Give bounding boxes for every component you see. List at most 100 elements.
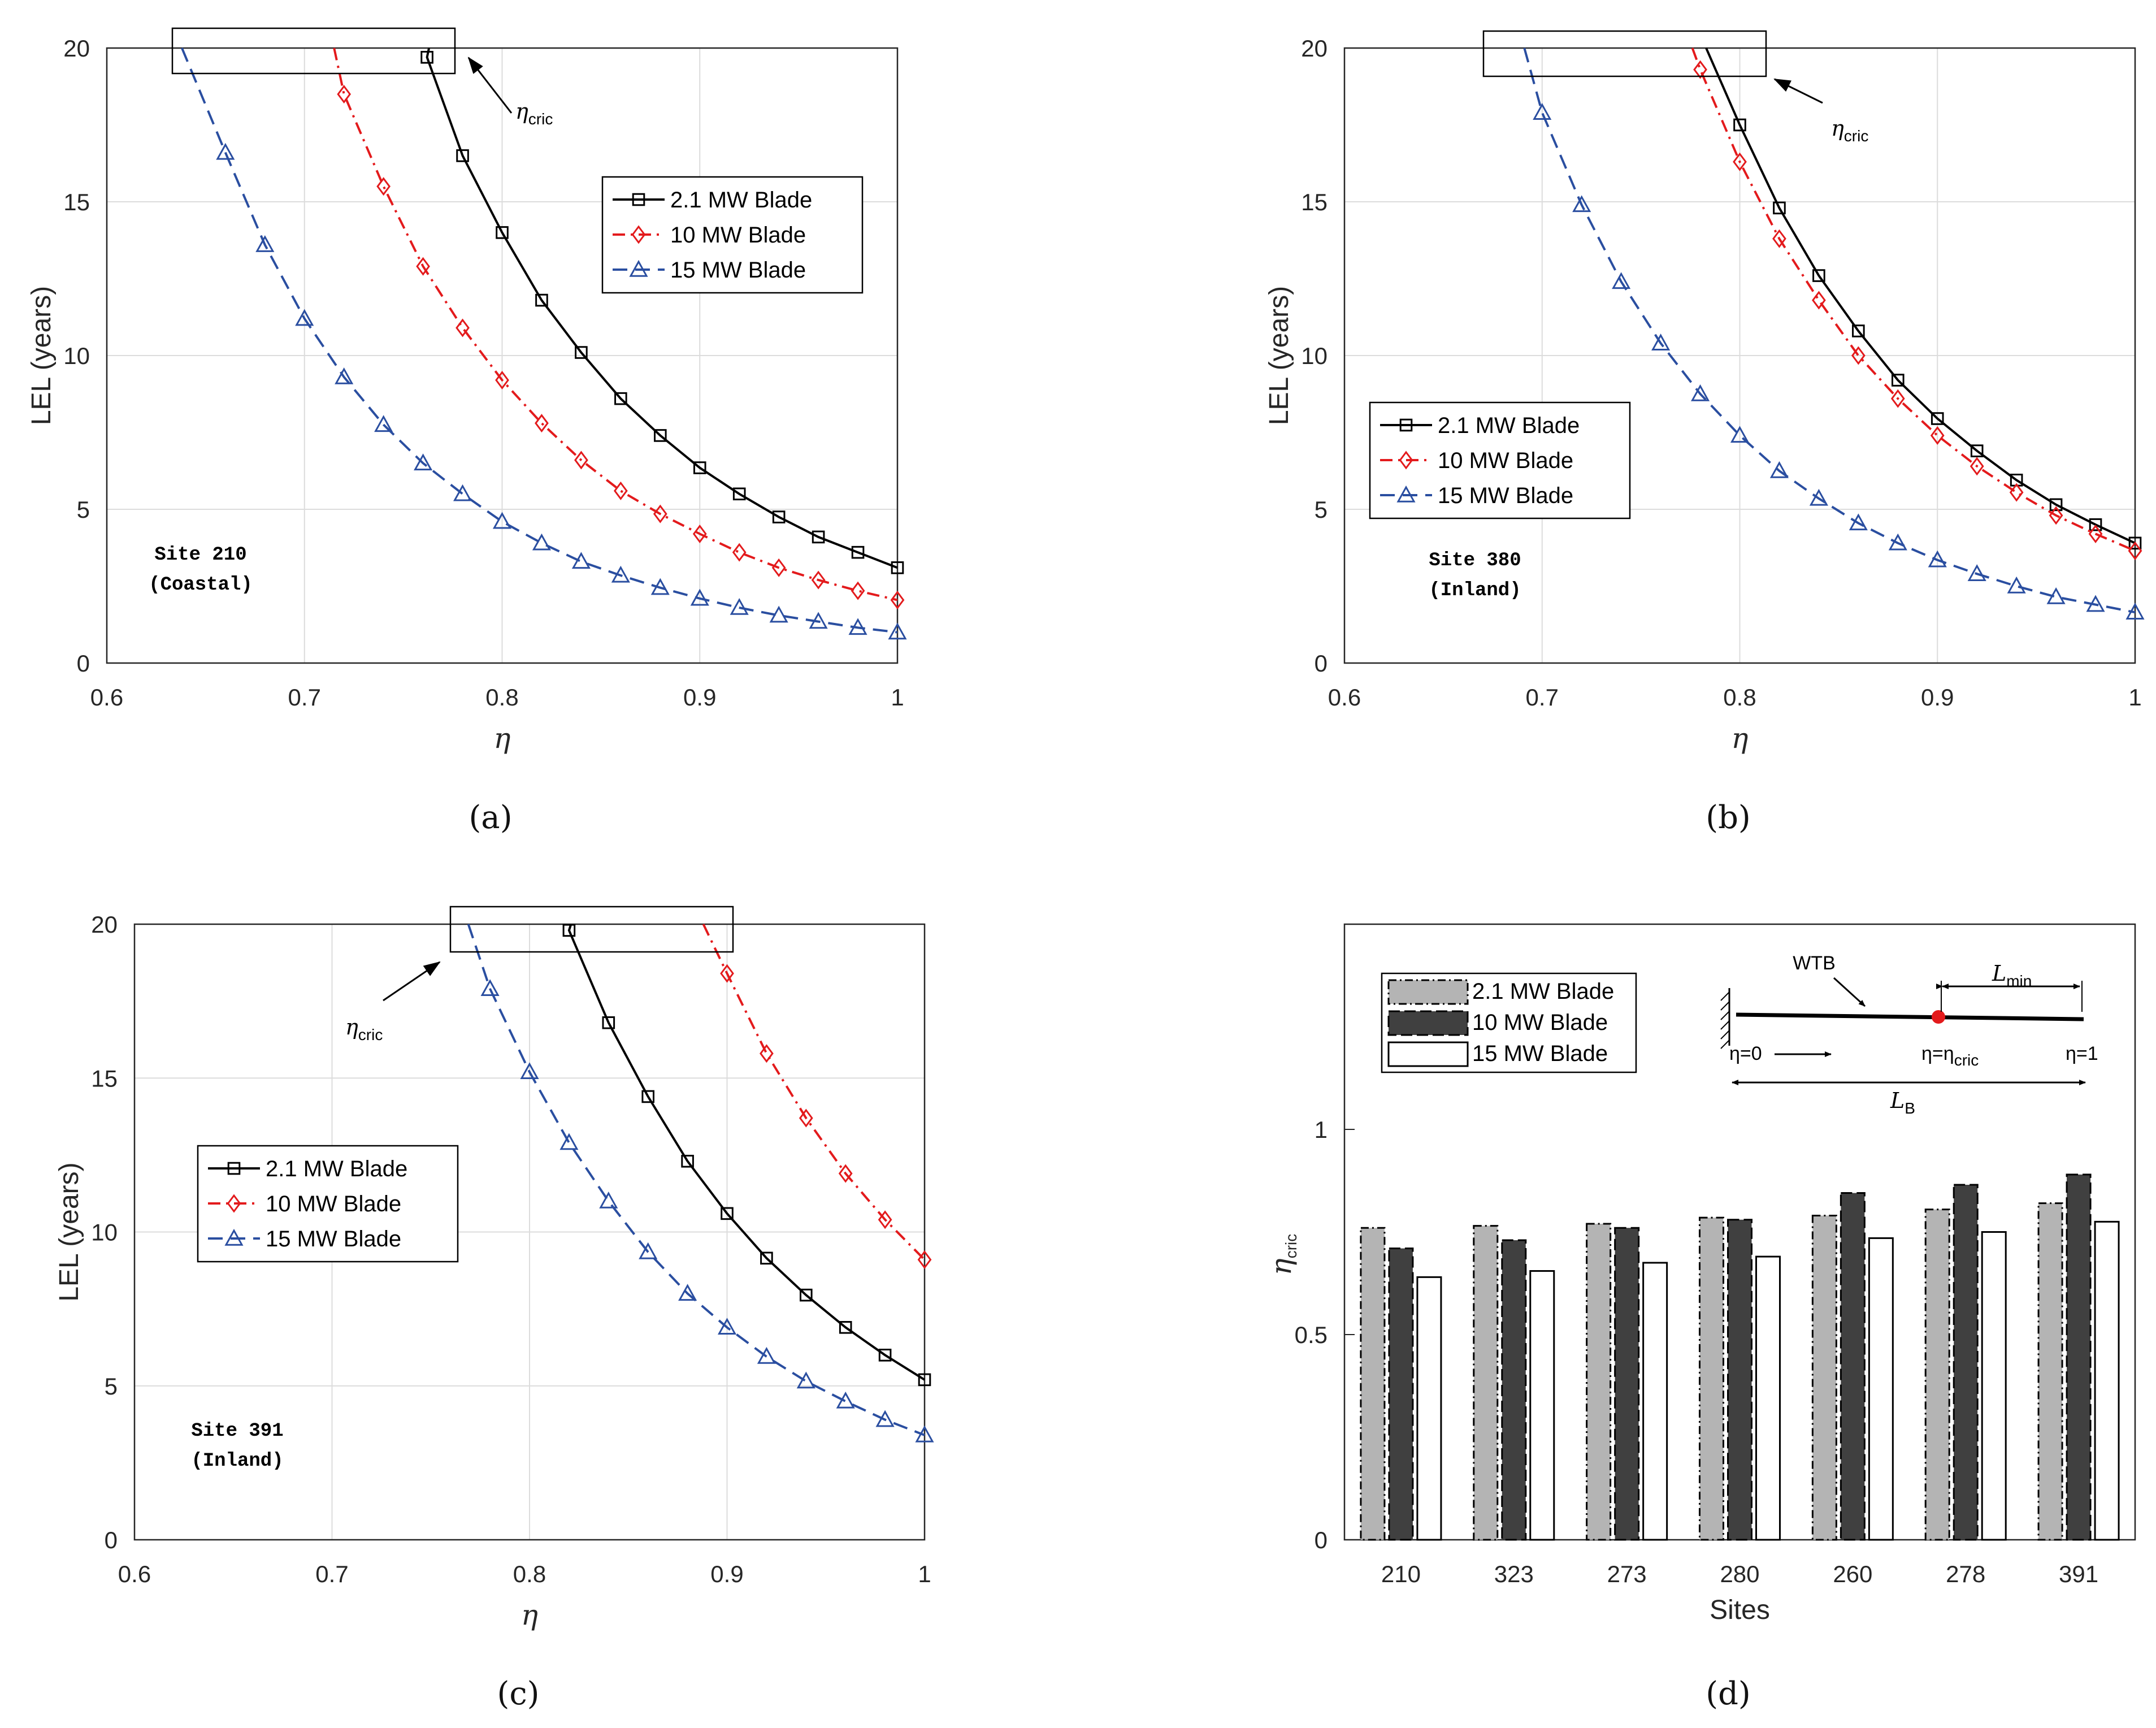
data-point <box>2128 541 2142 560</box>
data-point <box>891 561 904 574</box>
data-point <box>1970 457 1984 476</box>
series-line <box>1691 47 2136 552</box>
eta-zero-label: η=0 <box>1729 1043 1762 1064</box>
data-point <box>641 1090 655 1103</box>
support-hatch <box>1720 1040 1730 1049</box>
data-point <box>1572 195 1591 213</box>
data-point <box>1730 426 1750 443</box>
data-point <box>681 1154 694 1168</box>
y-tick-label: 15 <box>1301 189 1328 215</box>
legend-marker <box>227 1194 241 1213</box>
data-point <box>2049 506 2063 525</box>
y-axis-label: LEL (years) <box>1264 286 1294 425</box>
panel-caption: (d) <box>1706 1675 1751 1712</box>
data-point <box>520 1062 539 1080</box>
legend-marker <box>224 1228 244 1246</box>
x-tick-label: 278 <box>1946 1561 1985 1587</box>
data-point <box>1812 269 1825 282</box>
y-tick-label: 10 <box>1301 343 1328 369</box>
legend-swatch <box>1387 1010 1469 1036</box>
panel-caption: (a) <box>468 799 512 836</box>
data-point <box>760 1044 774 1063</box>
legend-marker <box>1396 485 1416 503</box>
data-point <box>495 371 509 390</box>
data-point <box>836 1391 855 1409</box>
legend-label: 10 MW Blade <box>266 1192 401 1216</box>
data-point <box>918 1373 931 1387</box>
y-tick-label: 0 <box>1315 650 1328 677</box>
data-point <box>535 293 548 307</box>
data-point <box>453 484 472 501</box>
data-point <box>809 612 828 629</box>
data-point <box>1773 201 1786 215</box>
y-tick-label: 0 <box>1315 1527 1328 1553</box>
chart-panel-d: 0 0.5 1 ηcric Sites 210 323 273 280 260 278 391 2.1 … <box>1265 923 2136 1712</box>
data-point <box>653 504 667 523</box>
data-point <box>1733 152 1747 171</box>
legend: 2.1 MW Blade 10 MW Blade 15 MW Blade <box>1369 401 1631 519</box>
x-tick-label: 0.6 <box>1328 684 1361 711</box>
bar <box>1868 1237 1894 1541</box>
y-tick-label: 5 <box>77 496 90 523</box>
data-point <box>416 257 430 276</box>
legend-label: 15 MW Blade <box>266 1227 401 1251</box>
bar <box>2037 1202 2063 1541</box>
legend-marker <box>227 1162 241 1175</box>
data-point <box>693 461 706 474</box>
data-point <box>295 309 314 326</box>
data-point <box>562 924 576 937</box>
data-point <box>2046 587 2066 604</box>
legend-label: 15 MW Blade <box>1438 483 1573 508</box>
y-axis-label: LEL (years) <box>54 1162 84 1301</box>
bar <box>1529 1270 1555 1541</box>
data-point <box>1812 291 1826 310</box>
y-tick-label: 20 <box>1301 35 1328 62</box>
data-point <box>650 578 670 595</box>
data-point <box>2007 576 2026 594</box>
legend-swatch <box>1387 1041 1469 1067</box>
data-point <box>337 85 352 104</box>
critical-region-box <box>171 27 456 75</box>
legend-label: 2.1 MW Blade <box>670 188 812 213</box>
x-tick-label: 391 <box>2059 1561 2098 1587</box>
data-point <box>1852 324 1865 337</box>
critical-region-box <box>449 906 734 953</box>
data-point <box>875 1410 895 1427</box>
data-point <box>480 979 500 997</box>
annotation-arrow <box>383 961 441 1002</box>
data-point <box>2128 536 2142 550</box>
series-0 <box>420 47 904 574</box>
data-point <box>414 453 433 471</box>
data-point <box>1928 550 1947 568</box>
annotation-arrow <box>467 57 513 114</box>
data-point <box>2088 525 2103 544</box>
series-line <box>1705 47 2136 544</box>
data-point <box>772 510 786 523</box>
data-point <box>535 414 549 433</box>
series-line <box>426 47 898 569</box>
data-point <box>1849 513 1868 531</box>
eta-one-label: η=1 <box>2066 1043 2098 1064</box>
series-line <box>467 924 925 1436</box>
series-2 <box>181 47 907 640</box>
data-point <box>690 588 709 606</box>
y-tick-label: 0 <box>105 1527 118 1553</box>
legend-label: 15 MW Blade <box>1472 1041 1608 1066</box>
data-point <box>2125 603 2145 620</box>
data-point <box>376 177 391 196</box>
data-point <box>602 1016 615 1029</box>
series-line <box>1523 47 2136 614</box>
bar <box>1501 1239 1527 1541</box>
site-type-label: (Inland) <box>1429 580 1521 601</box>
x-tick-label: 1 <box>891 684 904 711</box>
data-point <box>796 1371 815 1389</box>
support-hatch <box>1720 1011 1730 1020</box>
data-point <box>1733 118 1746 132</box>
x-tick-label: 280 <box>1720 1561 1759 1587</box>
y-tick-label: 5 <box>1315 496 1328 523</box>
data-point <box>420 51 433 64</box>
legend-marker <box>1399 451 1413 470</box>
x-tick-label: 323 <box>1494 1561 1534 1587</box>
eta-crit-label: η=ηcric <box>1921 1043 1979 1069</box>
y-tick-label: 15 <box>91 1065 118 1092</box>
